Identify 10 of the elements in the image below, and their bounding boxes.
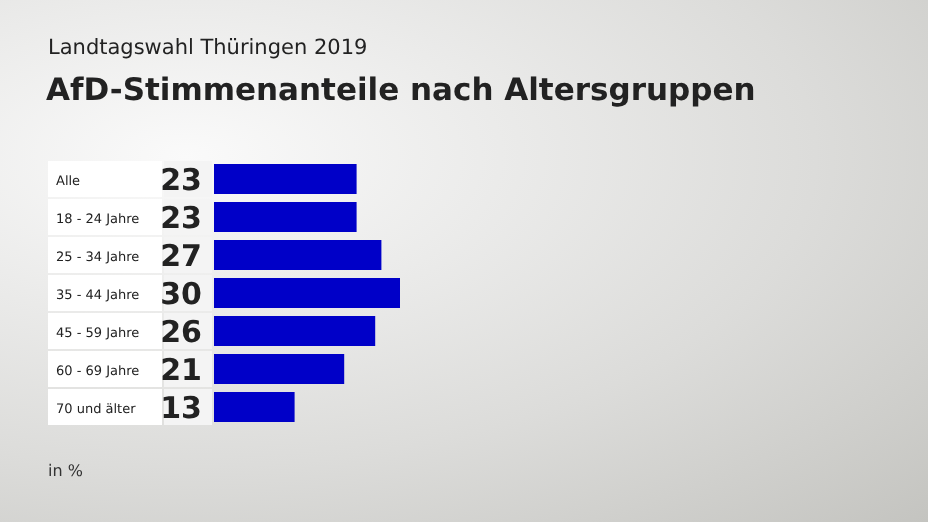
chart-subtitle: Landtagswahl Thüringen 2019 (48, 36, 368, 60)
data-label: 13 (160, 389, 202, 426)
chart-title: AfD-Stimmenanteile nach Altersgruppen (46, 72, 756, 108)
data-label: 30 (160, 275, 202, 312)
data-label: 23 (160, 161, 202, 198)
data-label: 23 (160, 199, 202, 236)
data-label: 27 (160, 237, 202, 274)
data-label: 21 (160, 351, 202, 388)
text: in % (48, 462, 83, 480)
data-label: 26 (160, 313, 202, 350)
